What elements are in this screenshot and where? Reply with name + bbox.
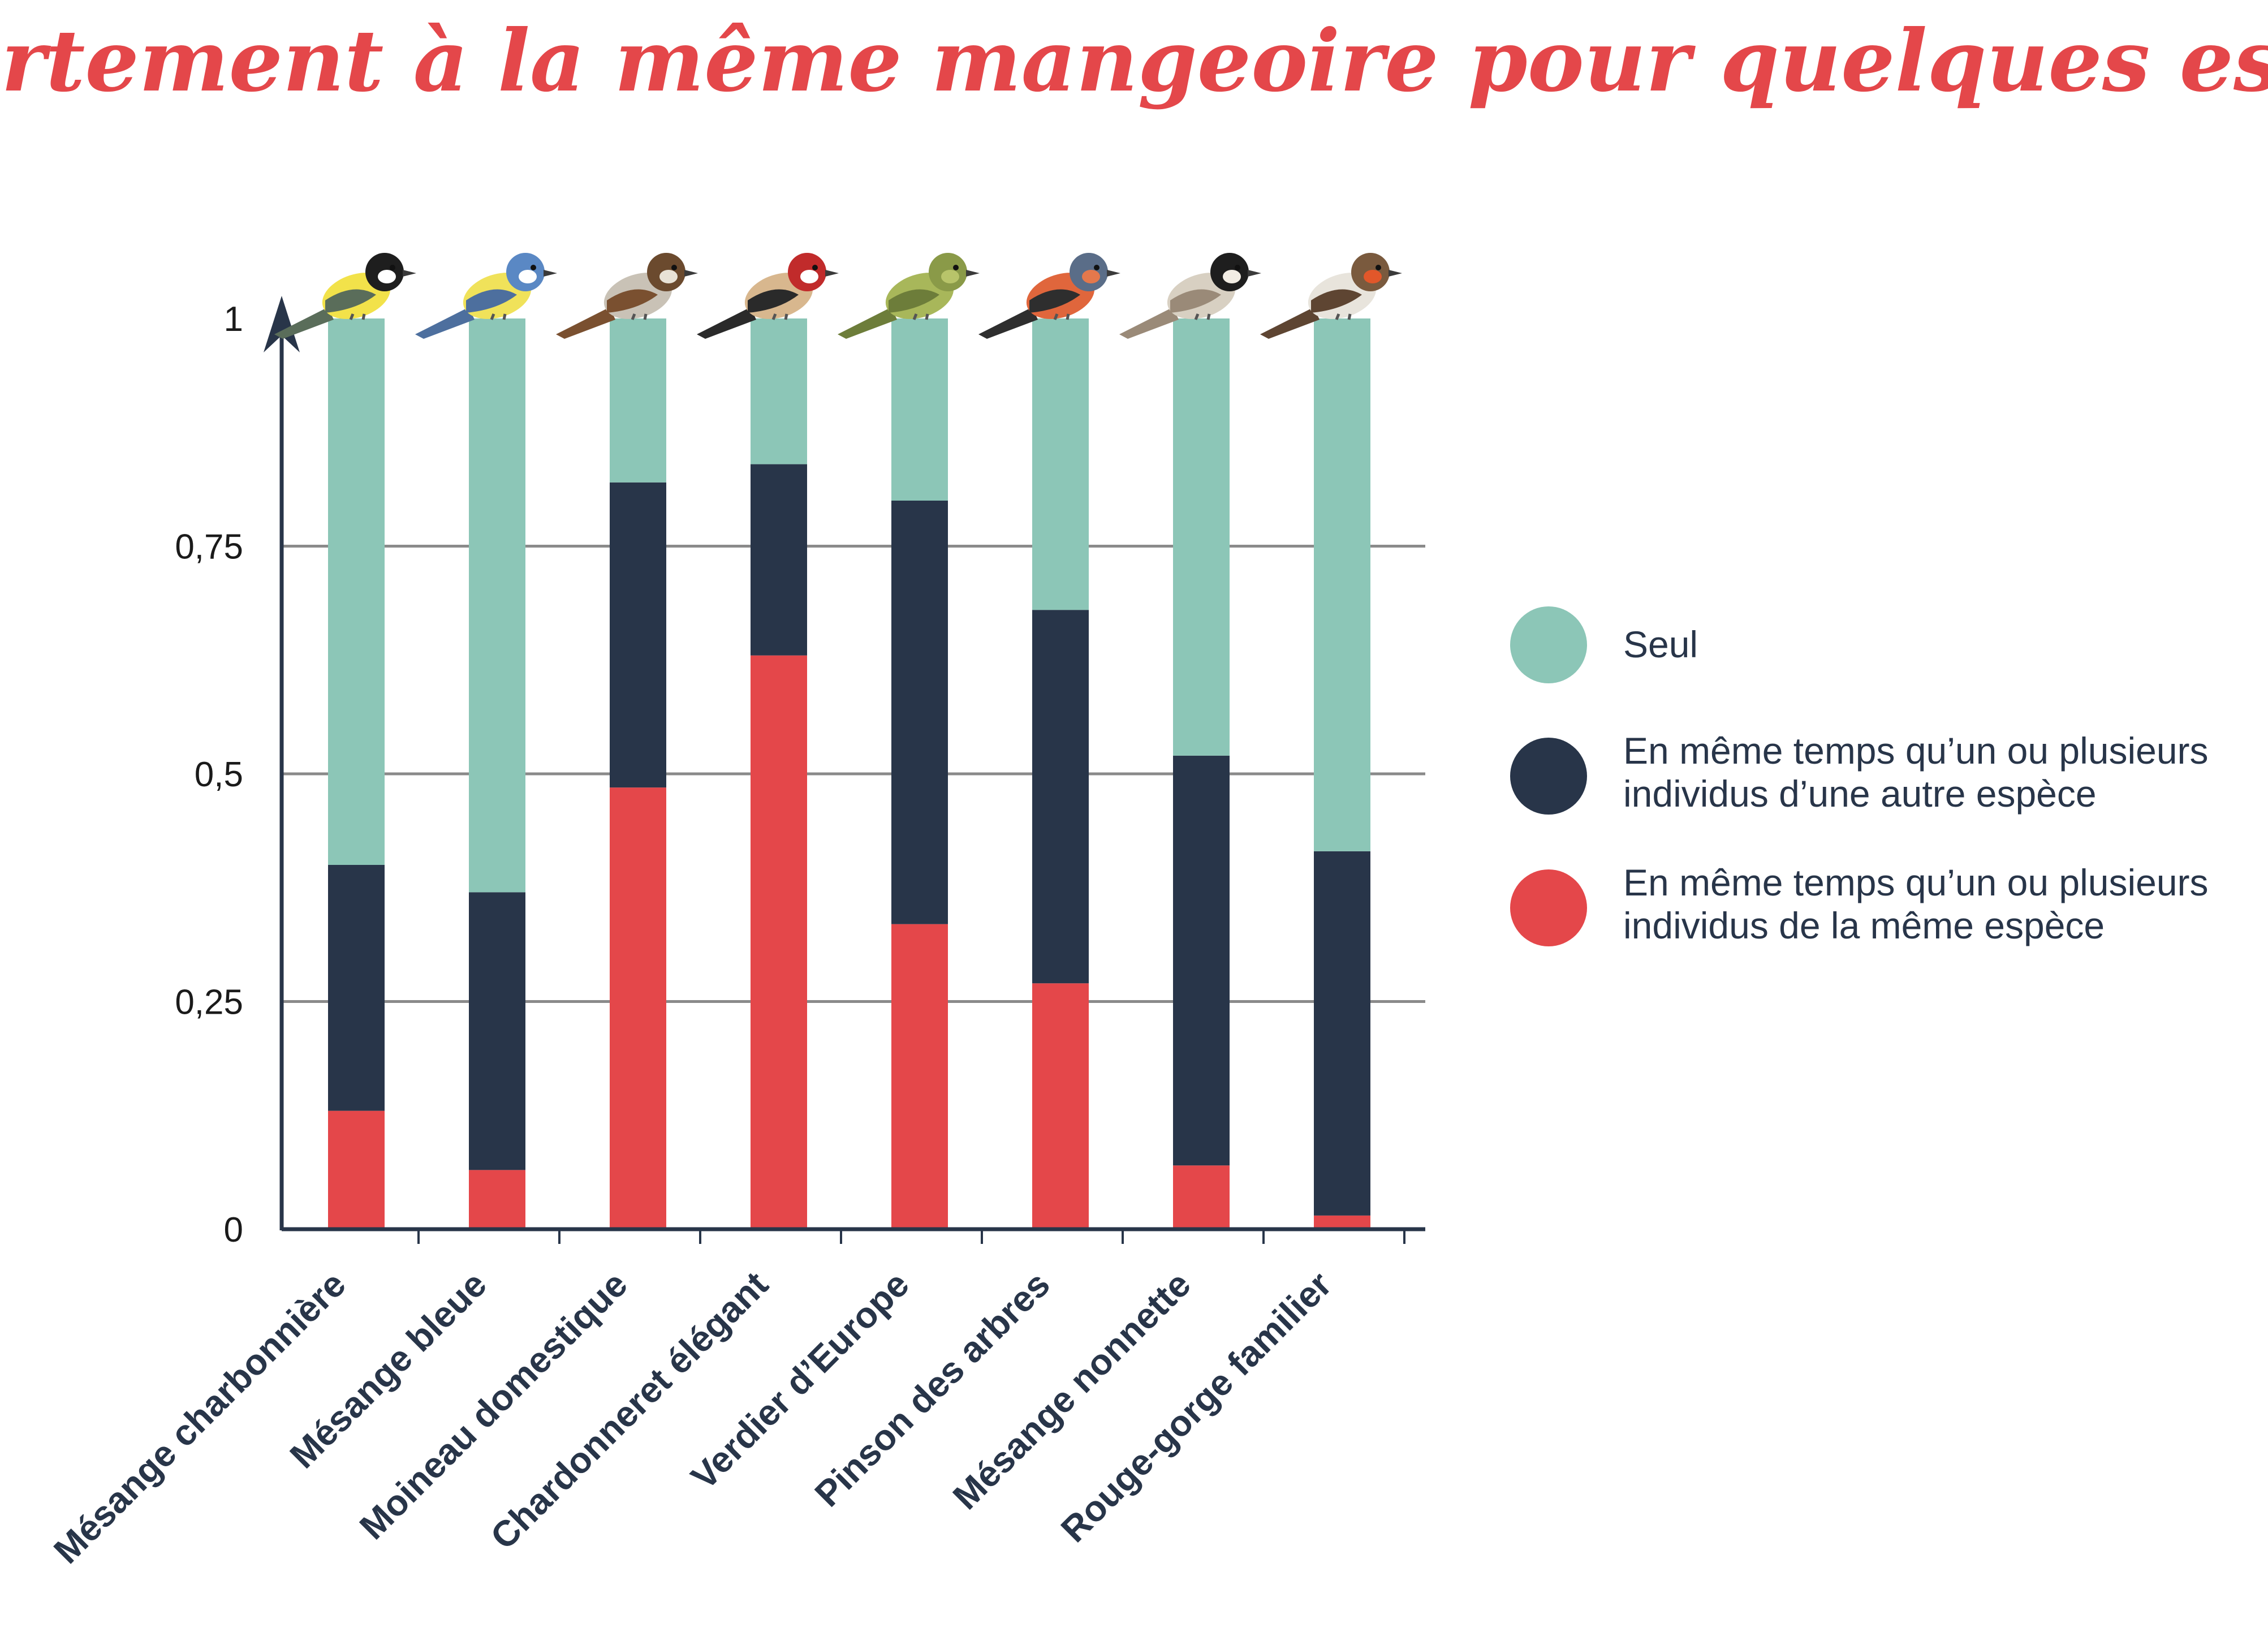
- bar-segment: [469, 892, 525, 1170]
- legend-label: individus de la même espèce: [1623, 905, 2105, 946]
- bar-segment: [328, 865, 385, 1111]
- legend-label: Seul: [1623, 623, 1698, 665]
- bar-segment: [1314, 851, 1370, 1216]
- category-label: Rouge-gorge familier: [1053, 1264, 1339, 1550]
- bar-segment: [1032, 983, 1089, 1229]
- bar-segment: [1032, 318, 1089, 610]
- bar-segment: [891, 318, 948, 501]
- house-sparrow-icon: [556, 253, 698, 339]
- bar-segment: [610, 787, 666, 1229]
- gridlines: [282, 545, 1425, 1003]
- legend-item: En même temps qu’un ou plusieursindividu…: [1510, 730, 2209, 815]
- bar-segment: [751, 655, 807, 1229]
- bar-segment: [328, 318, 385, 865]
- bar-segment: [610, 318, 666, 483]
- y-tick-labels: 0 0,25 0,5 0,75 1: [175, 300, 243, 1250]
- bar-segment: [891, 501, 948, 924]
- y-tick-label: 1: [224, 300, 243, 339]
- legend-swatch: [1510, 869, 1587, 946]
- legend-label: individus d’une autre espèce: [1623, 773, 2097, 815]
- legend-item: Seul: [1510, 606, 1698, 683]
- bar-segment: [751, 464, 807, 656]
- bars: [328, 318, 1370, 1229]
- bar-segment: [469, 318, 525, 893]
- legend-swatch: [1510, 738, 1587, 815]
- bar-segment: [469, 1170, 525, 1229]
- bar-segment: [1032, 610, 1089, 984]
- category-label: Moineau domestique: [352, 1264, 635, 1547]
- legend-item: En même temps qu’un ou plusieursindividu…: [1510, 862, 2209, 946]
- y-tick-label: 0: [224, 1211, 243, 1250]
- bar-segment: [751, 318, 807, 464]
- y-tick-label: 0,5: [195, 755, 243, 794]
- y-axis-arrow: [264, 296, 300, 352]
- bar-segment: [328, 1110, 385, 1229]
- legend-label: En même temps qu’un ou plusieurs: [1623, 862, 2209, 903]
- bar-segment: [1173, 1165, 1230, 1229]
- category-label: Mésange nonnette: [945, 1264, 1198, 1517]
- axes: [264, 296, 1425, 1244]
- category-label: Pinson des arbres: [807, 1264, 1058, 1514]
- bar-segment: [1314, 1215, 1370, 1229]
- bar-segment: [891, 924, 948, 1229]
- greenfinch-icon: [838, 253, 980, 339]
- blue-tit-icon: [415, 253, 557, 339]
- y-tick-label: 0,25: [175, 983, 243, 1022]
- bird-icons: [274, 253, 1402, 339]
- marsh-tit-icon: [1119, 253, 1261, 339]
- robin-icon: [1260, 253, 1402, 339]
- goldfinch-icon: [697, 253, 839, 339]
- category-label: Mésange charbonnière: [46, 1264, 353, 1571]
- category-label: Chardonneret élégant: [482, 1264, 776, 1557]
- legend-label: En même temps qu’un ou plusieurs: [1623, 730, 2209, 772]
- y-tick-label: 0,75: [175, 528, 243, 567]
- bar-segment: [610, 482, 666, 788]
- bar-segment: [1173, 318, 1230, 756]
- chaffinch-icon: [978, 253, 1120, 339]
- great-tit-icon: [274, 253, 416, 339]
- bar-segment: [1314, 318, 1370, 851]
- bar-segment: [1173, 755, 1230, 1166]
- chart-title: Comportement à la même mangeoire pour qu…: [0, 11, 2268, 111]
- legend-swatch: [1510, 606, 1587, 683]
